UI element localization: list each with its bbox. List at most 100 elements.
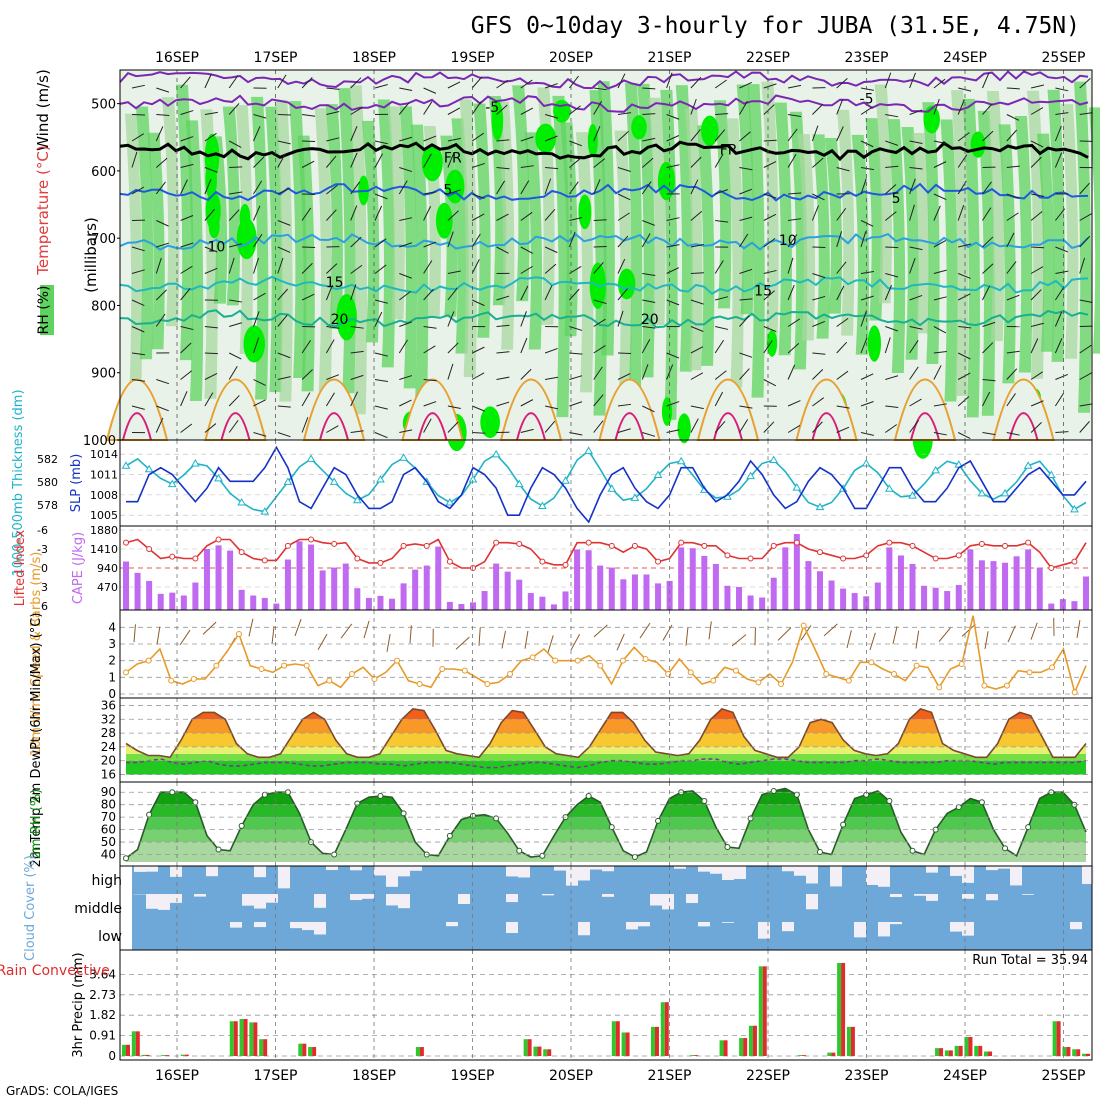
wind-barb — [520, 107, 534, 115]
lifted-index-line-point — [539, 558, 546, 565]
wind-barb — [204, 208, 215, 221]
wind-barb — [1030, 422, 1042, 433]
thickness-axis-label: 1000-500mb Thickness (dm) — [11, 389, 26, 576]
rh-streak — [575, 132, 594, 393]
thickness-line-point — [908, 491, 917, 499]
wind-barb — [811, 125, 819, 142]
lifted-index-line-point — [308, 536, 315, 543]
rh-line-point — [238, 822, 245, 829]
precip-total-bar — [1072, 1049, 1077, 1056]
wind-barb — [617, 403, 631, 407]
wind-barb — [277, 74, 287, 89]
wind-barb — [982, 321, 996, 327]
wind-speed-line-point — [845, 677, 852, 684]
precip-total-bar — [122, 1044, 126, 1056]
wind-barb — [204, 132, 217, 142]
wind-axis-label: 10m Wind Speed & Barbs (m/s) — [29, 552, 44, 757]
cape-bar — [851, 593, 858, 610]
wind-speed-line-point — [552, 657, 559, 664]
surface-plume-core — [910, 412, 940, 441]
wind-barb — [1079, 372, 1092, 380]
cape-bar — [978, 560, 985, 610]
cape-bar — [863, 596, 870, 610]
wind-barb — [593, 179, 601, 195]
wind-barb — [253, 292, 266, 301]
cloud-cell — [326, 866, 338, 871]
wind-barb — [958, 273, 971, 279]
wind-barb — [350, 236, 362, 248]
wind-barb — [641, 338, 651, 354]
wind-barb — [501, 630, 506, 649]
wind-barb — [398, 102, 410, 115]
cape-bar — [574, 549, 581, 610]
rh-streak — [349, 85, 368, 415]
rh-streak — [685, 108, 703, 371]
rh-line-point — [816, 849, 823, 856]
wind-barb — [617, 130, 629, 142]
rh-streak — [977, 110, 996, 416]
wind-barb — [739, 233, 749, 248]
cloud-cell — [590, 866, 602, 870]
cape-bar — [1059, 599, 1066, 610]
wind-barb — [326, 263, 338, 274]
cape-bar — [539, 596, 546, 610]
wind-barb — [641, 157, 654, 168]
wind-barb — [1006, 114, 1020, 121]
wind-speed-line-point — [619, 657, 626, 664]
wind-barb — [593, 366, 603, 380]
wind-barb — [885, 165, 899, 168]
wind-barb — [253, 379, 266, 386]
wind-barb — [933, 326, 947, 334]
wind-barb — [836, 426, 850, 433]
wind-barb — [253, 205, 261, 221]
cape-bar — [180, 595, 187, 610]
wind-barb — [447, 81, 461, 89]
thickness-line-point — [329, 477, 339, 485]
wind-barb — [569, 432, 583, 436]
wind-barb — [957, 205, 965, 221]
wind-barb — [666, 217, 680, 221]
wind-barb — [1079, 112, 1093, 115]
cape-bar — [712, 563, 719, 610]
rh-streak — [325, 104, 343, 329]
thickness-line-point — [191, 459, 200, 467]
precip-convective-bar — [978, 1045, 983, 1056]
date-label-top: 16SEP — [155, 50, 199, 66]
cape-bar — [377, 595, 384, 610]
wind-barb — [836, 99, 844, 115]
wind-barb — [1030, 266, 1044, 274]
wind-barb — [642, 87, 656, 90]
rh-core — [631, 115, 647, 140]
wind-barb — [1054, 152, 1063, 168]
wind-barb — [131, 246, 145, 252]
y-tick-label: 80 — [101, 798, 116, 812]
wind-barb — [350, 181, 361, 195]
wind-barb — [982, 263, 994, 274]
wind-barb — [885, 424, 898, 433]
wind-barb — [763, 269, 777, 274]
precip-convective-bar — [625, 1032, 630, 1056]
surface-plume-core — [516, 412, 546, 441]
wind-barb — [915, 630, 920, 649]
wind-barb — [1030, 371, 1043, 380]
date-label-top: 17SEP — [254, 50, 298, 66]
wind-barb — [642, 273, 656, 276]
wind-barb — [685, 627, 689, 646]
rh-line-point — [469, 812, 476, 819]
wind-barb — [642, 137, 656, 142]
wind-barb — [787, 425, 801, 433]
wind-barb — [617, 288, 628, 301]
wind-barb — [892, 626, 898, 645]
rh-core — [243, 325, 265, 363]
precip-convective-bar — [253, 1022, 258, 1056]
cloud-layer-label: middle — [74, 901, 122, 917]
cloud-cell — [734, 866, 746, 880]
wind-barb — [423, 260, 433, 274]
wind-speed-line-point — [371, 676, 378, 682]
precip-total-bar — [141, 1054, 146, 1056]
rh-line-point — [446, 832, 453, 839]
rh-line-point — [724, 844, 731, 851]
wind-barb — [1007, 625, 1016, 643]
y-tick-label: 4 — [108, 620, 116, 634]
wind-barb — [593, 345, 606, 354]
